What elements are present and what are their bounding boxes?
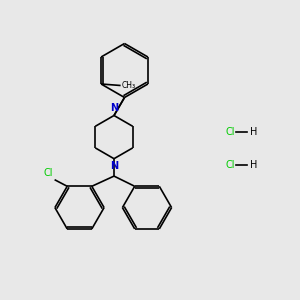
Text: N: N	[110, 161, 118, 171]
Text: CH₃: CH₃	[122, 81, 136, 90]
Text: H: H	[250, 160, 257, 170]
Text: Cl: Cl	[44, 168, 53, 178]
Text: N: N	[110, 103, 118, 113]
Text: Cl: Cl	[225, 127, 235, 137]
Text: Cl: Cl	[225, 160, 235, 170]
Text: H: H	[250, 127, 257, 137]
